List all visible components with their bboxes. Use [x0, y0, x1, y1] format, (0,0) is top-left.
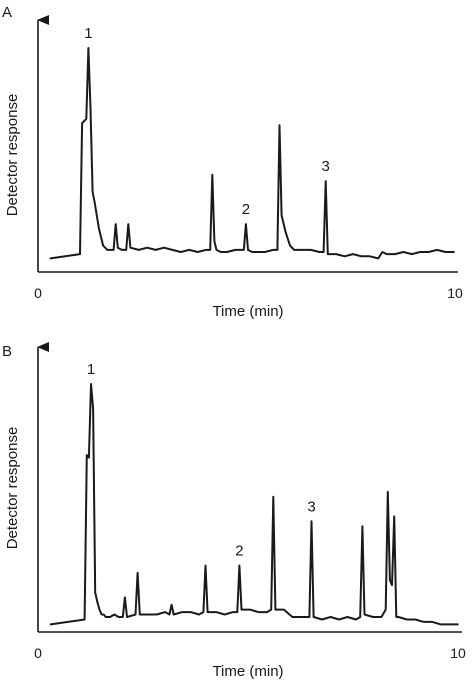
panel-b: B Detector response 0 10 Time (min) 1 2 3 — [2, 342, 466, 680]
peak-label-3: 3 — [307, 498, 315, 515]
x-tick-label-start: 0 — [34, 285, 42, 301]
x-axis-title: Time (min) — [212, 303, 283, 320]
chromatogram-trace — [49, 47, 455, 260]
x-tick-label-start: 0 — [34, 645, 42, 661]
panel-label: B — [2, 343, 12, 360]
peak-label-1: 1 — [87, 361, 95, 378]
peak-label-1: 1 — [84, 25, 92, 42]
plot-area: 1 2 3 — [49, 361, 459, 626]
x-tick-label-end: 10 — [450, 645, 466, 661]
panel-a: A Detector response 0 10 Time (min) 1 2 3 — [2, 4, 463, 320]
x-tick-label-end: 10 — [447, 285, 463, 301]
y-axis-title: Detector response — [4, 94, 21, 217]
plot-area: 1 2 3 — [49, 25, 455, 260]
y-axis-title: Detector response — [4, 427, 21, 550]
chromatogram-trace — [49, 383, 459, 626]
panel-label: A — [2, 4, 12, 21]
x-axis-title: Time (min) — [212, 663, 283, 680]
peak-label-2: 2 — [242, 201, 250, 218]
peak-label-2: 2 — [235, 543, 243, 560]
peak-label-3: 3 — [322, 158, 330, 175]
